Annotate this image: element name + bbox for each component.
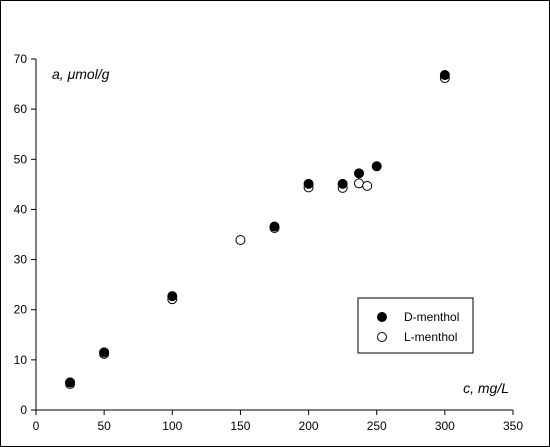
legend-box	[357, 297, 474, 354]
y-tick-label: 50	[14, 152, 28, 166]
point-d-menthol	[167, 291, 178, 302]
x-tick-label: 50	[97, 419, 111, 433]
point-d-menthol	[337, 178, 348, 189]
axes	[35, 59, 513, 411]
y-axis-title: a, μmol/g	[52, 66, 110, 82]
x-ticks: 0 50 100 150 200 250 300 350	[33, 410, 523, 433]
point-d-menthol	[371, 161, 382, 172]
x-tick-label: 250	[367, 419, 387, 433]
x-tick-label: 300	[435, 419, 455, 433]
point-d-menthol	[439, 70, 450, 81]
x-tick-label: 150	[230, 419, 250, 433]
y-tick-label: 10	[14, 353, 28, 367]
y-ticks: 0 10 20 30 40 50 60 70	[14, 52, 36, 417]
y-tick-label: 20	[14, 303, 28, 317]
x-tick-label: 350	[503, 419, 523, 433]
legend-marker-l-menthol	[377, 332, 387, 342]
legend-label-l-menthol: L-menthol	[404, 330, 457, 344]
legend-label-d-menthol: D-menthol	[404, 310, 459, 324]
y-tick-label: 60	[14, 102, 28, 116]
y-tick-label: 40	[14, 202, 28, 216]
point-d-menthol	[65, 377, 76, 388]
y-tick-label: 70	[14, 52, 28, 66]
x-axis-title: c, mg/L	[463, 380, 509, 396]
point-l-menthol	[235, 235, 246, 246]
point-l-menthol	[362, 180, 373, 191]
point-d-menthol	[269, 221, 280, 232]
point-d-menthol	[99, 347, 110, 358]
legend-marker-d-menthol	[377, 312, 387, 322]
point-l-menthol	[353, 178, 364, 189]
data-points	[65, 70, 450, 389]
x-tick-label: 200	[299, 419, 319, 433]
legend: D-menthol L-menthol	[357, 297, 474, 354]
x-tick-label: 0	[33, 419, 40, 433]
point-d-menthol	[303, 178, 314, 189]
y-tick-label: 0	[20, 403, 27, 417]
y-tick-label: 30	[14, 253, 28, 267]
x-tick-label: 100	[162, 419, 182, 433]
point-d-menthol	[353, 168, 364, 179]
